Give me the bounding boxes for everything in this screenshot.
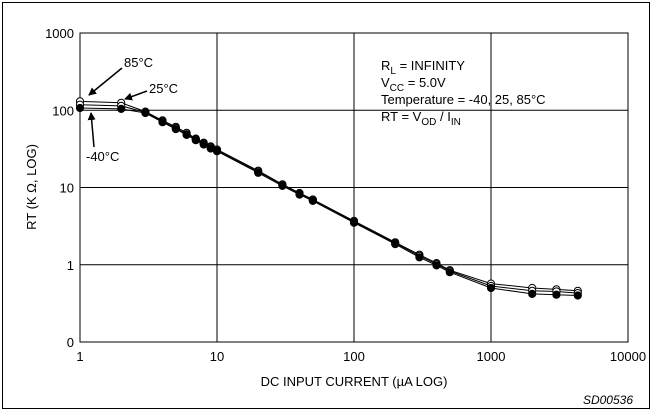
data-point-minus40c xyxy=(415,253,424,262)
data-point-minus40c xyxy=(117,104,126,114)
x-axis-label: DC INPUT CURRENT (µA LOG) xyxy=(261,374,448,389)
data-point-minus40c xyxy=(573,291,582,300)
x-tick-label: 1 xyxy=(76,349,83,364)
data-point-minus40c xyxy=(295,190,304,199)
annotation-vcc: VCC = 5.0V xyxy=(381,75,446,94)
annotation-rl: RL = INFINITY xyxy=(381,58,465,77)
data-point-minus40c xyxy=(349,218,359,227)
callout-minus40c-arrow xyxy=(87,112,96,148)
data-point-minus40c xyxy=(308,196,317,205)
data-point-minus40c xyxy=(391,240,400,249)
figure-code: SD00536 xyxy=(583,393,633,407)
figure-frame xyxy=(2,2,650,409)
x-tick-label: 10 xyxy=(210,349,224,364)
data-point-minus40c xyxy=(182,130,191,139)
series-group xyxy=(75,97,582,300)
y-tick-label: 1000 xyxy=(45,26,74,41)
data-point-minus40c xyxy=(191,136,200,145)
data-point-minus40c xyxy=(486,283,496,293)
y-tick-label: 10 xyxy=(60,181,74,196)
x-tick-label: 1000 xyxy=(477,349,506,364)
y-tick-label: 0 xyxy=(67,335,74,350)
y-tick-label: 1 xyxy=(67,258,74,273)
callout-85c-arrow xyxy=(88,67,123,96)
callout-minus40c: -40°C xyxy=(86,149,119,164)
annotation-rt-formula: RT = VOD / IIN xyxy=(381,109,461,128)
data-point-minus40c xyxy=(171,125,180,134)
data-point-minus40c xyxy=(158,118,167,127)
data-point-minus40c xyxy=(445,268,454,277)
annotation-temperature: Temperature = -40, 25, 85°C xyxy=(381,92,546,107)
data-point-minus40c xyxy=(552,290,561,299)
data-point-minus40c xyxy=(75,103,85,113)
callout-25c-arrow xyxy=(124,90,148,101)
callout-85c: 85°C xyxy=(124,55,153,70)
data-point-minus40c xyxy=(199,140,208,149)
y-axis-label: RT (K Ω, LOG) xyxy=(24,144,39,230)
data-point-minus40c xyxy=(528,289,537,298)
data-point-minus40c xyxy=(278,181,287,190)
data-point-minus40c xyxy=(432,261,441,270)
x-tick-label: 10000 xyxy=(610,349,646,364)
y-tick-label: 100 xyxy=(52,103,74,118)
x-tick-label: 100 xyxy=(343,349,365,364)
data-point-minus40c xyxy=(254,168,263,177)
callout-25c: 25°C xyxy=(149,81,178,96)
data-point-minus40c xyxy=(212,147,222,156)
data-point-minus40c xyxy=(141,108,150,118)
